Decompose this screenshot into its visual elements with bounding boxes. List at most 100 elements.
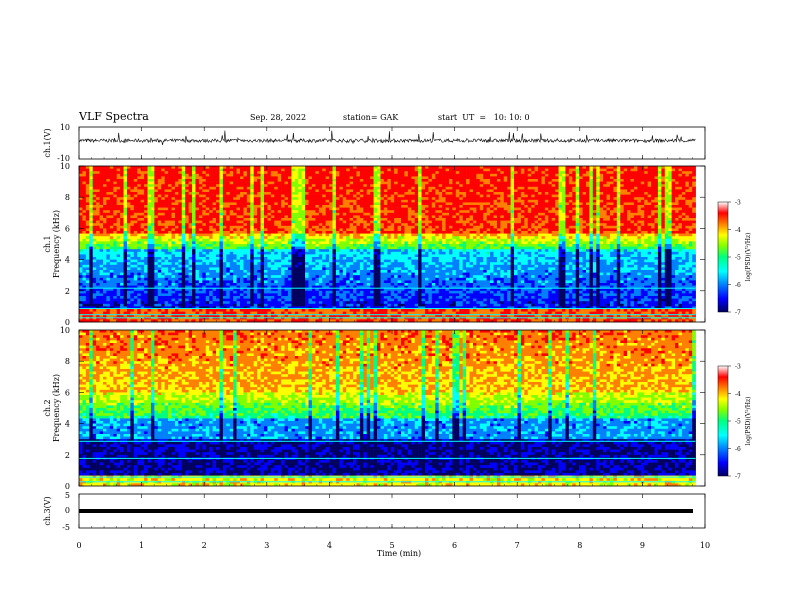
spectrogram-cell (96, 225, 100, 229)
spectrogram-cell (311, 257, 316, 260)
spectrogram-cell (308, 262, 313, 266)
spectrogram-cell (274, 218, 278, 221)
spectrogram-cell (106, 309, 111, 312)
spectrogram-cell (92, 238, 97, 242)
spectrogram-cell (329, 319, 333, 323)
spectrogram-cell (281, 246, 285, 250)
spectrogram-cell (116, 244, 121, 247)
spectrogram-cell (195, 277, 200, 281)
spectrogram-cell (287, 210, 292, 214)
spectrogram-cell (332, 275, 337, 279)
spectrogram-cell (188, 215, 193, 219)
spectrogram-cell (195, 303, 200, 307)
spectrogram-cell (359, 296, 364, 299)
spectrogram-cell (349, 264, 354, 268)
spectrogram-cell (236, 309, 241, 312)
spectrogram-cell (106, 207, 111, 211)
spectrogram-cell (79, 275, 83, 279)
spectrogram-cell (322, 251, 326, 255)
spectrogram-cell (294, 199, 299, 203)
spectrogram-cell (281, 220, 285, 224)
spectrogram-cell (308, 257, 313, 260)
spectrogram-cell (260, 223, 265, 227)
spectrogram-cell (89, 173, 94, 177)
spectrogram-cell (233, 251, 237, 255)
spectrogram-cell (82, 186, 87, 190)
spectrogram-cell (329, 257, 333, 260)
spectrogram-cell (212, 179, 217, 182)
spectrogram-cell (192, 311, 196, 315)
spectrogram-cell (311, 199, 316, 203)
spectrogram-cell (144, 251, 148, 255)
spectrogram-cell (188, 254, 193, 258)
spectrogram-cell (164, 189, 169, 193)
spectrogram-cell (109, 280, 114, 284)
spectrogram-cell (311, 173, 316, 177)
spectrogram-cell (291, 199, 296, 203)
spectrogram-cell (212, 210, 217, 214)
spectrogram-cell (137, 251, 141, 255)
spectrogram-cell (154, 173, 159, 177)
spectrogram-cell (263, 220, 268, 224)
spectrogram-cell (346, 212, 350, 216)
spectrogram-cell (140, 218, 145, 221)
spectrogram-cell (353, 207, 357, 211)
spectrogram-cell (250, 267, 255, 271)
spectrogram-cell (133, 298, 138, 302)
spectrogram-cell (106, 306, 111, 310)
spectrogram-cell (198, 306, 203, 310)
spectrogram-cell (329, 264, 333, 268)
spectrogram-cell (209, 306, 213, 310)
spectrogram-cell (171, 215, 176, 219)
spectrogram-cell (229, 166, 234, 169)
spectrogram-cell (137, 231, 141, 234)
spectrogram-cell (185, 199, 189, 203)
spectrogram-cell (346, 246, 350, 250)
spectrogram-cell (185, 228, 189, 232)
spectrogram-cell (195, 186, 200, 190)
spectrogram-cell (181, 303, 186, 307)
spectrogram-cell (301, 233, 306, 237)
spectrogram-cell (315, 181, 320, 185)
spectrogram-cell (212, 246, 217, 250)
spectrogram-cell (181, 246, 186, 250)
spectrogram-cell (353, 254, 357, 258)
spectrogram-cell (325, 189, 330, 193)
spectrogram-cell (219, 241, 224, 245)
spectrogram-cell (305, 296, 309, 299)
spectrogram-cell (82, 223, 87, 227)
spectrogram-cell (332, 192, 337, 195)
spectrogram-cell (116, 186, 121, 190)
spectrogram-cell (243, 189, 248, 193)
spectrogram-cell (133, 181, 138, 185)
spectrogram-cell (89, 288, 94, 292)
spectrogram-cell (318, 233, 323, 237)
spectrogram-cell (353, 223, 357, 227)
spectrogram-cell (130, 309, 135, 312)
spectrogram-cell (126, 210, 131, 214)
spectrogram-cell (246, 236, 251, 240)
spectrogram-cell (202, 218, 207, 221)
spectrogram-cell (89, 241, 94, 245)
spectrogram-cell (243, 184, 248, 188)
spectrogram-cell (188, 257, 193, 260)
spectrogram-cell (216, 199, 220, 203)
spectrogram-cell (240, 215, 244, 219)
spectrogram-cell (342, 319, 347, 323)
spectrogram-cell (311, 309, 316, 312)
spectrogram-cell (144, 264, 148, 268)
spectrogram-cell (246, 280, 251, 284)
spectrogram-cell (130, 314, 135, 318)
spectrogram-cell (349, 254, 354, 258)
spectrogram-cell (216, 267, 220, 271)
spectrogram-cell (192, 225, 196, 229)
spectrogram-cell (188, 283, 193, 286)
spectrogram-cell (301, 202, 306, 206)
spectrogram-cell (202, 259, 207, 263)
spectrogram-cell (270, 194, 275, 198)
spectrogram-cell (267, 218, 272, 221)
spectrogram-cell (332, 301, 337, 305)
spectrogram-cell (240, 309, 244, 312)
spectrogram-cell (216, 186, 220, 190)
spectrogram-cell (92, 171, 97, 175)
